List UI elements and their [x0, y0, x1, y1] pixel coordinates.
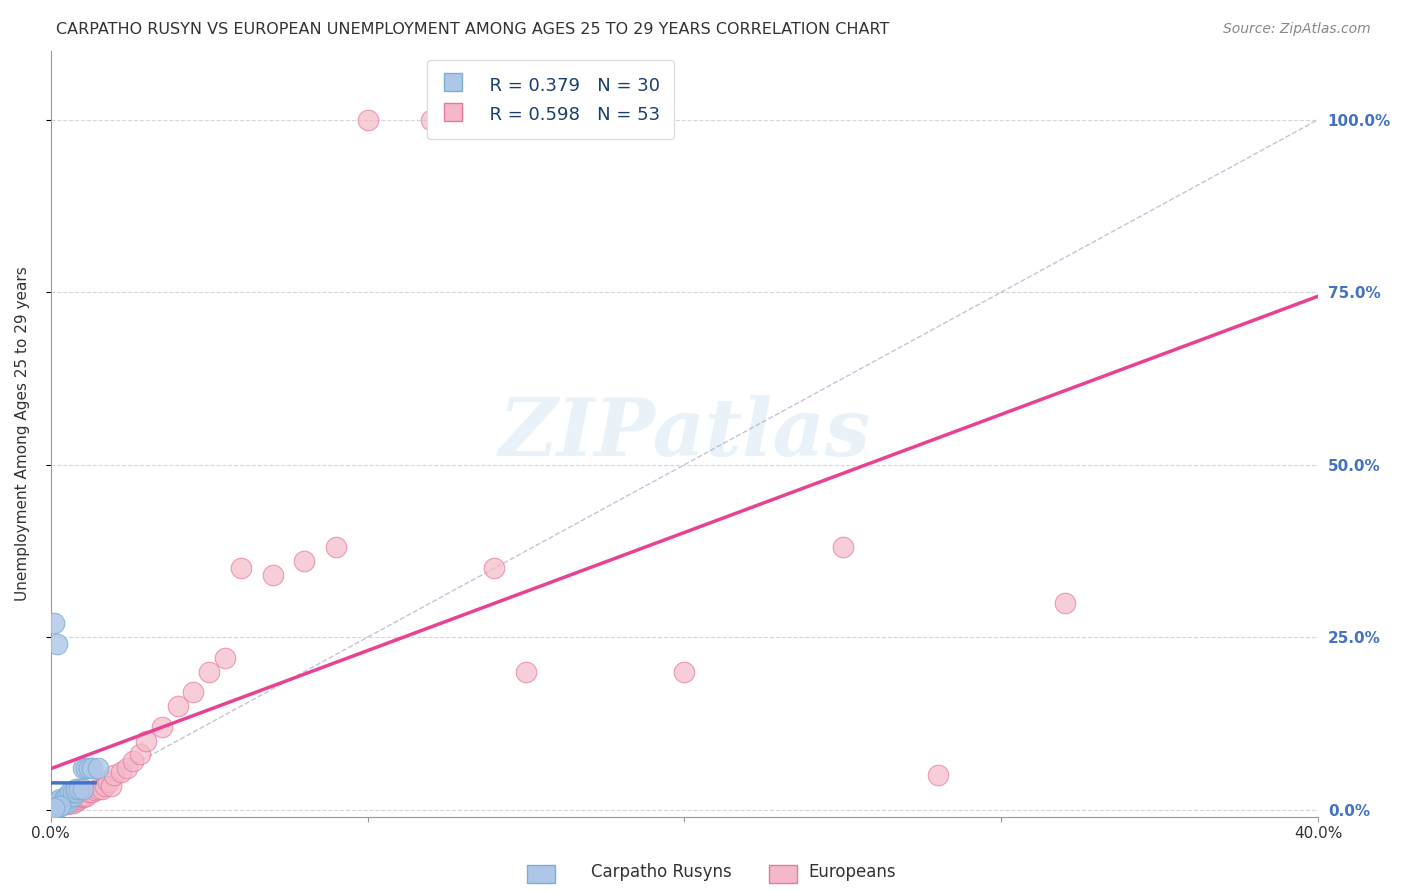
- Point: [72, 782, 94, 797]
- Point: [55, 796, 77, 810]
- Point: [325, 541, 347, 555]
- Point: [67, 792, 90, 806]
- Point: [67, 782, 90, 797]
- Point: [150, 720, 173, 734]
- Point: [214, 651, 236, 665]
- Point: [59, 789, 82, 803]
- Point: [52, 792, 75, 806]
- Point: [229, 561, 252, 575]
- Point: [62, 792, 84, 806]
- Point: [49, 799, 72, 814]
- Point: [183, 685, 205, 699]
- Point: [42, 616, 65, 631]
- Legend:   R = 0.379   N = 30,   R = 0.598   N = 53: R = 0.379 N = 30, R = 0.598 N = 53: [427, 60, 675, 139]
- Point: [72, 761, 94, 775]
- Point: [110, 764, 132, 779]
- Point: [55, 792, 77, 806]
- Point: [72, 789, 94, 803]
- Point: [166, 699, 188, 714]
- Point: [55, 794, 77, 808]
- Point: [62, 796, 84, 810]
- Point: [292, 554, 315, 568]
- Point: [77, 761, 100, 775]
- Point: [927, 768, 949, 782]
- Point: [42, 796, 65, 810]
- Point: [484, 561, 506, 575]
- Point: [87, 782, 110, 797]
- Point: [547, 112, 569, 127]
- Point: [46, 796, 69, 810]
- Point: [1053, 596, 1076, 610]
- Point: [46, 794, 69, 808]
- Point: [103, 768, 125, 782]
- Point: [46, 799, 69, 814]
- Point: [97, 775, 120, 789]
- Point: [75, 789, 97, 803]
- Point: [65, 794, 87, 808]
- Point: [198, 665, 221, 679]
- Point: [515, 665, 537, 679]
- Point: [59, 796, 82, 810]
- Point: [52, 796, 75, 810]
- Point: [87, 761, 110, 775]
- Point: [65, 782, 87, 797]
- Point: [262, 568, 284, 582]
- Point: [65, 792, 87, 806]
- Y-axis label: Unemployment Among Ages 25 to 29 years: Unemployment Among Ages 25 to 29 years: [15, 267, 30, 601]
- Text: ZIPatlas: ZIPatlas: [498, 395, 870, 473]
- Point: [90, 782, 112, 797]
- Point: [115, 761, 138, 775]
- Point: [135, 733, 157, 747]
- Point: [46, 637, 69, 651]
- Point: [49, 799, 72, 814]
- Point: [356, 112, 378, 127]
- Point: [42, 797, 65, 812]
- Point: [55, 797, 77, 812]
- Point: [128, 747, 150, 762]
- Point: [59, 794, 82, 808]
- Point: [62, 789, 84, 803]
- Point: [42, 800, 65, 814]
- Point: [49, 797, 72, 812]
- Text: Carpatho Rusyns: Carpatho Rusyns: [591, 863, 731, 881]
- Point: [59, 785, 82, 799]
- Point: [67, 790, 90, 805]
- Text: CARPATHO RUSYN VS EUROPEAN UNEMPLOYMENT AMONG AGES 25 TO 29 YEARS CORRELATION CH: CARPATHO RUSYN VS EUROPEAN UNEMPLOYMENT …: [56, 22, 890, 37]
- Point: [420, 112, 443, 127]
- Point: [42, 800, 65, 814]
- Point: [42, 799, 65, 814]
- Point: [52, 797, 75, 812]
- Point: [42, 799, 65, 814]
- Point: [100, 779, 122, 793]
- Point: [65, 785, 87, 799]
- Point: [49, 792, 72, 806]
- Point: [46, 799, 69, 814]
- Point: [72, 790, 94, 805]
- Point: [122, 755, 145, 769]
- Point: [831, 541, 853, 555]
- Point: [80, 785, 103, 799]
- Point: [55, 789, 77, 803]
- Point: [52, 796, 75, 810]
- Point: [80, 761, 103, 775]
- Point: [673, 665, 696, 679]
- Point: [62, 785, 84, 799]
- Point: [46, 797, 69, 812]
- Point: [77, 785, 100, 799]
- Point: [49, 797, 72, 812]
- Point: [75, 761, 97, 775]
- Point: [84, 783, 107, 797]
- Point: [93, 779, 115, 793]
- Text: Europeans: Europeans: [808, 863, 896, 881]
- Text: Source: ZipAtlas.com: Source: ZipAtlas.com: [1223, 22, 1371, 37]
